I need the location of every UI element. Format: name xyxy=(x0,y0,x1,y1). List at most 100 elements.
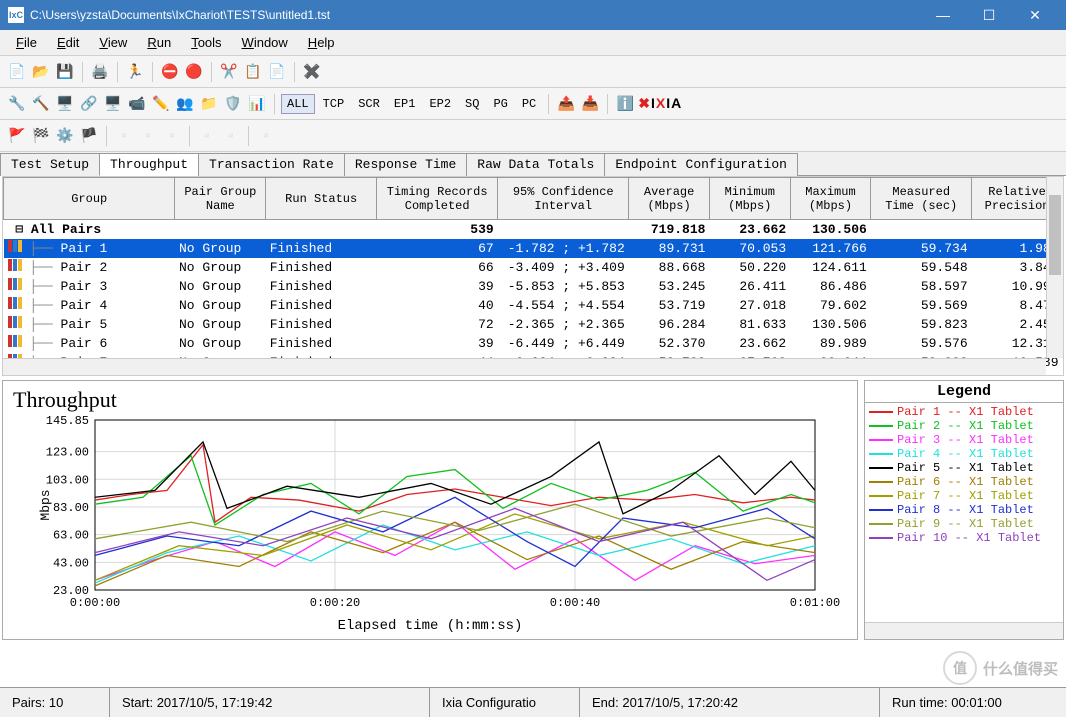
menubar: File Edit View Run Tools Window Help xyxy=(0,30,1066,56)
grid-scroll-h[interactable] xyxy=(3,358,1046,375)
tab-throughput[interactable]: Throughput xyxy=(99,153,199,176)
tool-icon-2[interactable]: 🔨 xyxy=(30,93,52,115)
copy-icon[interactable]: 📋 xyxy=(242,61,264,83)
open-icon[interactable]: 📂 xyxy=(30,61,52,83)
table-row[interactable]: ├── Pair 4No GroupFinished40-4.554 ; +4.… xyxy=(4,296,1063,315)
titlebar: IxC C:\Users\yzsta\Documents\IxChariot\T… xyxy=(0,0,1066,30)
align3-icon: ▫️ xyxy=(161,125,183,147)
table-row[interactable]: ├── Pair 5No GroupFinished72-2.365 ; +2.… xyxy=(4,315,1063,334)
tab-response-time[interactable]: Response Time xyxy=(344,153,467,176)
delete-icon[interactable]: ✖️ xyxy=(301,61,323,83)
filter-ep1[interactable]: EP1 xyxy=(388,94,422,114)
grid-scroll-v[interactable] xyxy=(1046,177,1063,358)
filter-sq[interactable]: SQ xyxy=(459,94,485,114)
table-row[interactable]: ├── Pair 3No GroupFinished39-5.853 ; +5.… xyxy=(4,277,1063,296)
menu-help[interactable]: Help xyxy=(298,33,345,52)
svg-text:83.00: 83.00 xyxy=(53,501,89,515)
tab-raw-data-totals[interactable]: Raw Data Totals xyxy=(466,153,605,176)
folder-icon[interactable]: 📁 xyxy=(198,93,220,115)
legend-item[interactable]: Pair 10 -- X1 Tablet xyxy=(869,531,1059,545)
legend-item[interactable]: Pair 2 -- X1 Tablet xyxy=(869,419,1059,433)
legend-scroll-h[interactable] xyxy=(865,622,1063,639)
legend-title: Legend xyxy=(865,381,1063,403)
app-icon: IxC xyxy=(8,7,24,23)
shield-icon[interactable]: 🛡️ xyxy=(222,93,244,115)
svg-text:123.00: 123.00 xyxy=(46,446,89,460)
filter-tcp[interactable]: TCP xyxy=(317,94,351,114)
legend-item[interactable]: Pair 7 -- X1 Tablet xyxy=(869,489,1059,503)
save-icon[interactable]: 💾 xyxy=(54,61,76,83)
list-icon[interactable]: 📊 xyxy=(246,93,268,115)
svg-text:Mbps: Mbps xyxy=(38,489,53,520)
tool-icon-1[interactable]: 🔧 xyxy=(6,93,28,115)
chart-title: Throughput xyxy=(13,387,847,413)
throughput-chart: 23.0043.0063.0083.00103.00123.00145.850:… xyxy=(13,415,847,615)
table-row[interactable]: ├── Pair 6No GroupFinished39-6.449 ; +6.… xyxy=(4,334,1063,353)
flag1-icon[interactable]: 🚩 xyxy=(6,125,28,147)
toolbar-main: 📄 📂 💾 🖨️ 🏃 ⛔ 🔴 ✂️ 📋 📄 ✖️ xyxy=(0,56,1066,88)
new-icon[interactable]: 📄 xyxy=(6,61,28,83)
flag3-icon[interactable]: 🏴 xyxy=(78,125,100,147)
camera-icon[interactable]: 📹 xyxy=(126,93,148,115)
tab-test-setup[interactable]: Test Setup xyxy=(0,153,100,176)
monitor1-icon[interactable]: 🖥️ xyxy=(54,93,76,115)
monitor2-icon[interactable]: 🖥️ xyxy=(102,93,124,115)
filter-scr[interactable]: SCR xyxy=(352,94,386,114)
svg-text:0:01:00: 0:01:00 xyxy=(790,596,840,610)
record-icon[interactable]: 🔴 xyxy=(183,61,205,83)
svg-text:145.85: 145.85 xyxy=(46,415,89,428)
chart-panel: Throughput 23.0043.0063.0083.00103.00123… xyxy=(2,380,858,640)
export1-icon[interactable]: 📤 xyxy=(555,93,577,115)
minimize-button[interactable]: — xyxy=(920,0,966,30)
menu-view[interactable]: View xyxy=(89,33,137,52)
brand-logo: ✖IXIA xyxy=(638,95,682,112)
grid1-icon: ▫️ xyxy=(196,125,218,147)
maximize-button[interactable]: ☐ xyxy=(966,0,1012,30)
stop-icon[interactable]: ⛔ xyxy=(159,61,181,83)
print-icon[interactable]: 🖨️ xyxy=(89,61,111,83)
legend-item[interactable]: Pair 8 -- X1 Tablet xyxy=(869,503,1059,517)
legend-item[interactable]: Pair 4 -- X1 Tablet xyxy=(869,447,1059,461)
legend-item[interactable]: Pair 1 -- X1 Tablet xyxy=(869,405,1059,419)
toolbar-extra: 🚩 🏁 ⚙️ 🏴 ▫️ ▫️ ▫️ ▫️ ▫️ ▫️ xyxy=(0,120,1066,152)
legend-item[interactable]: Pair 3 -- X1 Tablet xyxy=(869,433,1059,447)
align2-icon: ▫️ xyxy=(137,125,159,147)
menu-window[interactable]: Window xyxy=(232,33,298,52)
close-button[interactable]: ✕ xyxy=(1012,0,1058,30)
toolbar-filter: 🔧 🔨 🖥️ 🔗 🖥️ 📹 ✏️ 👥 📁 🛡️ 📊 ALL TCP SCR EP… xyxy=(0,88,1066,120)
filter-pg[interactable]: PG xyxy=(487,94,513,114)
align1-icon: ▫️ xyxy=(113,125,135,147)
legend-item[interactable]: Pair 6 -- X1 Tablet xyxy=(869,475,1059,489)
svg-text:43.00: 43.00 xyxy=(53,556,89,570)
misc-icon: ▫️ xyxy=(255,125,277,147)
tab-endpoint-configuration[interactable]: Endpoint Configuration xyxy=(604,153,798,176)
statusbar: Pairs: 10 Start: 2017/10/5, 17:19:42 Ixi… xyxy=(0,687,1066,717)
edit-icon[interactable]: ✏️ xyxy=(150,93,172,115)
legend-item[interactable]: Pair 9 -- X1 Tablet xyxy=(869,517,1059,531)
flag2-icon[interactable]: 🏁 xyxy=(30,125,52,147)
menu-run[interactable]: Run xyxy=(137,33,181,52)
menu-file[interactable]: File xyxy=(6,33,47,52)
run-icon[interactable]: 🏃 xyxy=(124,61,146,83)
menu-edit[interactable]: Edit xyxy=(47,33,89,52)
link-icon[interactable]: 🔗 xyxy=(78,93,100,115)
filter-pc[interactable]: PC xyxy=(516,94,542,114)
watermark: 值 什么值得买 xyxy=(943,651,1058,685)
legend-item[interactable]: Pair 5 -- X1 Tablet xyxy=(869,461,1059,475)
filter-all[interactable]: ALL xyxy=(281,94,315,114)
gear-icon[interactable]: ⚙️ xyxy=(54,125,76,147)
paste-icon[interactable]: 📄 xyxy=(266,61,288,83)
info-icon[interactable]: ℹ️ xyxy=(614,93,636,115)
filter-ep2[interactable]: EP2 xyxy=(423,94,457,114)
menu-tools[interactable]: Tools xyxy=(181,33,231,52)
tab-transaction-rate[interactable]: Transaction Rate xyxy=(198,153,345,176)
export2-icon[interactable]: 📥 xyxy=(579,93,601,115)
table-row[interactable]: ├── Pair 2No GroupFinished66-3.409 ; +3.… xyxy=(4,258,1063,277)
pair-icon[interactable]: 👥 xyxy=(174,93,196,115)
svg-text:0:00:00: 0:00:00 xyxy=(70,596,120,610)
cut-icon[interactable]: ✂️ xyxy=(218,61,240,83)
svg-text:103.00: 103.00 xyxy=(46,473,89,487)
legend-list: Pair 1 -- X1 TabletPair 2 -- X1 TabletPa… xyxy=(865,403,1063,622)
grid2-icon: ▫️ xyxy=(220,125,242,147)
table-row[interactable]: ├── Pair 1No GroupFinished67-1.782 ; +1.… xyxy=(4,239,1063,258)
